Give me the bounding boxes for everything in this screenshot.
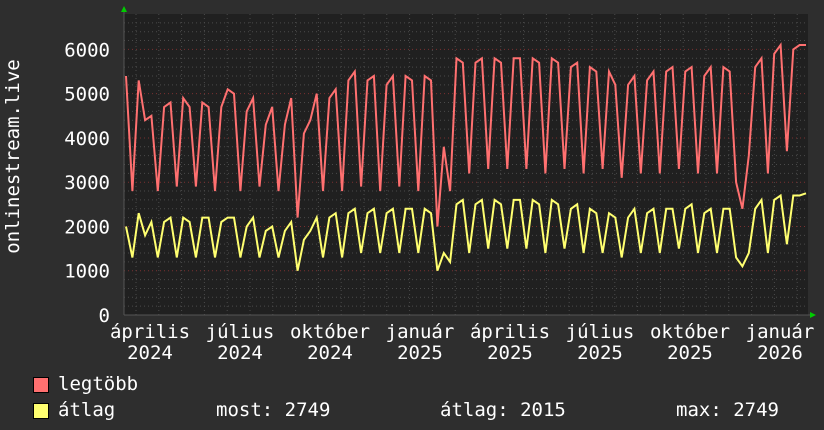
x-tick-month: október	[650, 321, 730, 343]
y-tick-label: 2000	[64, 216, 110, 238]
x-tick-month: október	[290, 321, 370, 343]
x-tick-year: 2025	[667, 342, 713, 364]
x-tick-label: október 2025	[650, 321, 730, 364]
y-tick-label: 4000	[64, 128, 110, 150]
x-tick-year: 2024	[127, 342, 173, 364]
y-axis-label: onlinestream.live	[2, 59, 24, 253]
x-axis-arrow-icon	[810, 312, 816, 318]
y-tick-label: 5000	[64, 84, 110, 106]
plot-area	[124, 14, 808, 315]
legend-label-max: legtöbb	[58, 373, 139, 395]
legend-average: átlag: 2015	[440, 399, 566, 421]
y-tick-label: 6000	[64, 39, 110, 61]
x-tick-year: 2024	[217, 342, 263, 364]
series-line-max	[125, 42, 806, 227]
x-tick-month: április	[470, 321, 550, 343]
x-tick-label: július 2025	[566, 321, 635, 364]
y-tick-label: 3000	[64, 172, 110, 194]
x-tick-month: április	[110, 321, 190, 343]
x-tick-year: 2026	[757, 342, 803, 364]
x-tick-month: július	[206, 321, 275, 343]
x-tick-year: 2025	[397, 342, 443, 364]
x-tick-month: január	[746, 321, 815, 343]
x-tick-label: január 2025	[386, 321, 455, 364]
y-axis-arrow-icon	[121, 6, 127, 12]
legend-max: max: 2749	[676, 399, 779, 421]
x-tick-month: január	[386, 321, 455, 343]
x-tick-label: július 2024	[206, 321, 275, 364]
x-tick-label: október 2024	[290, 321, 370, 364]
series-line-avg	[125, 192, 807, 272]
legend-swatch-max	[33, 377, 49, 393]
x-tick-year: 2024	[307, 342, 353, 364]
legend-swatch-avg	[33, 403, 49, 419]
legend-now: most: 2749	[216, 399, 331, 421]
y-tick-label: 1000	[64, 261, 110, 283]
x-tick-month: július	[566, 321, 635, 343]
x-tick-label: január 2026	[746, 321, 815, 364]
x-tick-label: április 2025	[470, 321, 550, 364]
x-tick-year: 2025	[487, 342, 533, 364]
x-tick-year: 2025	[577, 342, 623, 364]
legend-label-avg: átlag	[58, 399, 116, 421]
y-tick-label: 0	[99, 305, 110, 327]
x-tick-label: április 2024	[110, 321, 190, 364]
